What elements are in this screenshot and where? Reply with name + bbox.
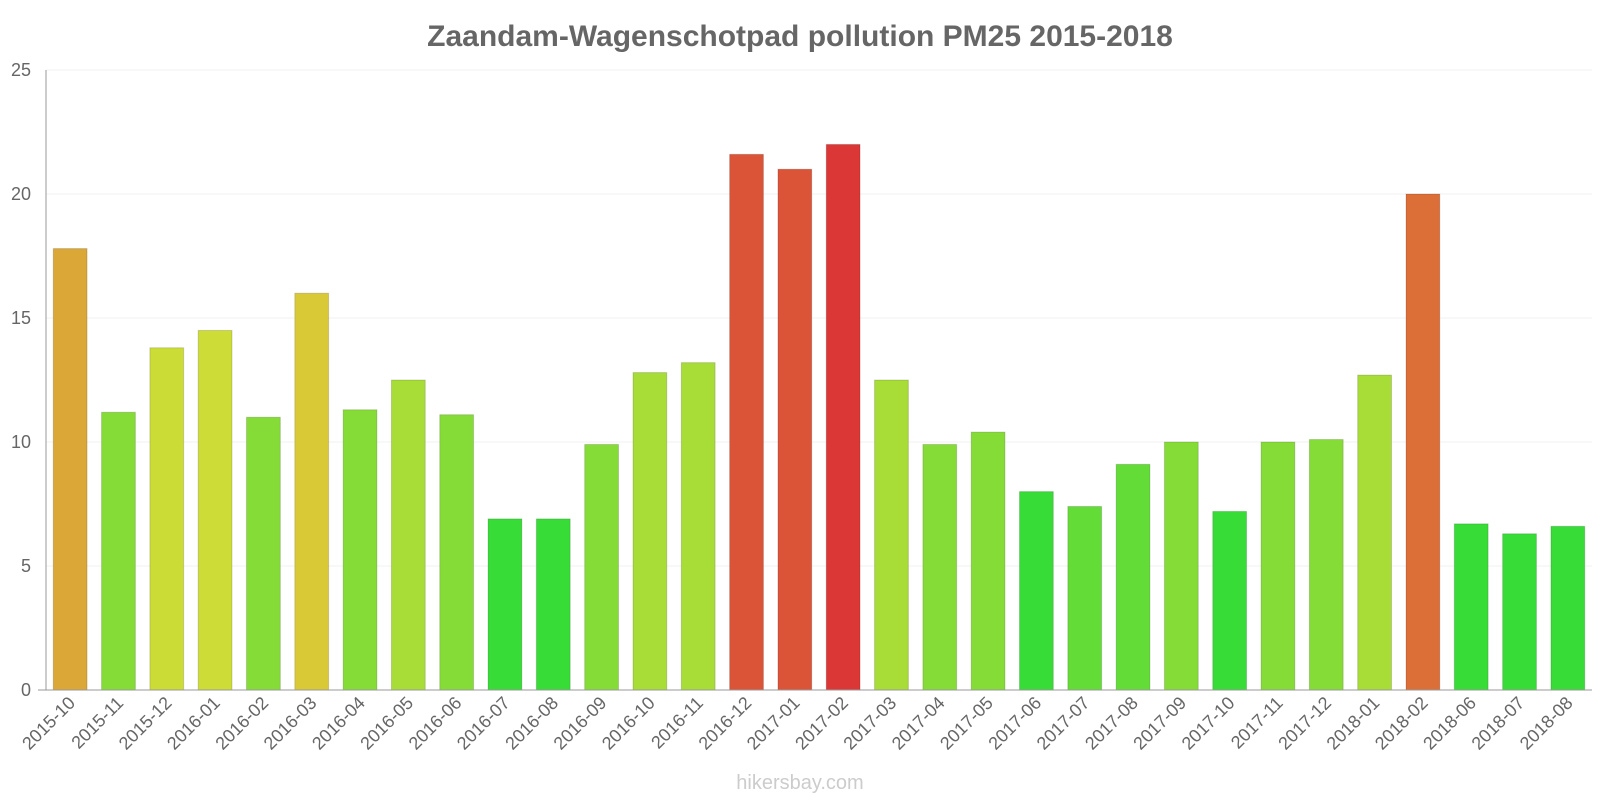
y-tick-label: 20: [11, 184, 31, 204]
axis-layer: [38, 70, 1592, 691]
y-tick-label: 5: [21, 556, 31, 576]
bar-2016-08[interactable]: [535, 518, 571, 691]
x-tick-label: 2016-12: [695, 693, 756, 754]
bar-2018-06[interactable]: [1453, 523, 1489, 691]
bar-2017-03[interactable]: [874, 379, 909, 691]
bar-2017-06[interactable]: [1018, 491, 1054, 691]
x-tick-label: 2017-04: [888, 693, 949, 754]
x-tick-label: 2016-04: [308, 693, 369, 754]
y-tick-label: 10: [11, 432, 31, 452]
bar-2016-10[interactable]: [632, 372, 668, 691]
x-tick-label: 2017-07: [1033, 693, 1094, 754]
x-tick-label: 2017-06: [984, 693, 1045, 754]
bar-2018-08[interactable]: [1550, 525, 1586, 691]
x-tick-label: 2018-06: [1419, 693, 1480, 754]
x-tick-label: 2017-05: [936, 693, 997, 754]
bar-2017-08[interactable]: [1115, 463, 1151, 691]
bar-layer: [52, 143, 1586, 691]
bar-2018-01[interactable]: [1357, 374, 1393, 691]
y-tick-label: 15: [11, 308, 31, 328]
y-tick-label: 25: [11, 60, 31, 80]
x-tick-label: 2016-09: [550, 693, 611, 754]
x-tick-label: 2015-10: [18, 693, 79, 754]
x-tick-label: 2017-01: [743, 693, 804, 754]
bar-2016-03[interactable]: [294, 292, 330, 691]
bar-2015-12[interactable]: [149, 347, 185, 691]
bar-2016-02[interactable]: [245, 416, 281, 691]
x-tick-label: 2018-02: [1371, 693, 1432, 754]
bar-2017-12[interactable]: [1308, 439, 1344, 691]
x-tick-label: 2018-08: [1516, 693, 1577, 754]
credit-watermark: hikersbay.com: [736, 772, 863, 794]
x-tick-label: 2016-05: [356, 693, 417, 754]
bar-2017-04[interactable]: [922, 443, 958, 691]
bar-2017-01[interactable]: [777, 168, 813, 691]
bar-2016-05[interactable]: [390, 379, 426, 691]
x-tick-label: 2018-07: [1468, 693, 1529, 754]
bar-2016-06[interactable]: [439, 414, 475, 691]
x-axis-ticks: 2015-102015-112015-122016-012016-022016-…: [18, 693, 1577, 754]
bar-2018-02[interactable]: [1405, 193, 1441, 691]
x-tick-label: 2017-12: [1274, 693, 1335, 754]
bar-2016-04[interactable]: [342, 409, 378, 691]
x-tick-label: 2017-09: [1129, 693, 1190, 754]
bar-2015-11[interactable]: [101, 411, 136, 691]
bar-2017-10[interactable]: [1212, 510, 1248, 691]
bar-2017-02[interactable]: [825, 143, 861, 691]
x-tick-label: 2017-08: [1081, 693, 1142, 754]
bar-2016-09[interactable]: [584, 443, 620, 691]
x-tick-label: 2016-07: [453, 693, 514, 754]
bar-2016-11[interactable]: [680, 362, 716, 691]
bar-2016-01[interactable]: [197, 329, 233, 691]
x-tick-label: 2016-08: [501, 693, 562, 754]
bar-2016-12[interactable]: [729, 153, 764, 691]
bar-2017-07[interactable]: [1067, 505, 1103, 691]
x-tick-label: 2017-03: [839, 693, 900, 754]
y-axis-ticks: 0 5 10 15 20 25: [11, 60, 31, 700]
chart-title: Zaandam-Wagenschotpad pollution PM25 201…: [427, 20, 1173, 53]
x-tick-label: 2016-03: [260, 693, 321, 754]
x-tick-label: 2016-01: [163, 693, 224, 754]
bar-2017-05[interactable]: [970, 431, 1006, 691]
x-tick-label: 2016-02: [211, 693, 272, 754]
bar-2017-09[interactable]: [1163, 441, 1199, 691]
x-tick-label: 2018-01: [1323, 693, 1384, 754]
x-tick-label: 2017-02: [791, 693, 852, 754]
x-tick-label: 2017-10: [1178, 693, 1239, 754]
bar-2018-07[interactable]: [1502, 533, 1537, 691]
bar-2016-07[interactable]: [487, 518, 523, 691]
x-tick-label: 2016-10: [598, 693, 659, 754]
y-tick-label: 0: [21, 680, 31, 700]
bar-2017-11[interactable]: [1260, 441, 1296, 691]
x-tick-label: 2015-12: [115, 693, 176, 754]
bar-2015-10[interactable]: [52, 248, 88, 691]
x-tick-label: 2016-06: [405, 693, 466, 754]
